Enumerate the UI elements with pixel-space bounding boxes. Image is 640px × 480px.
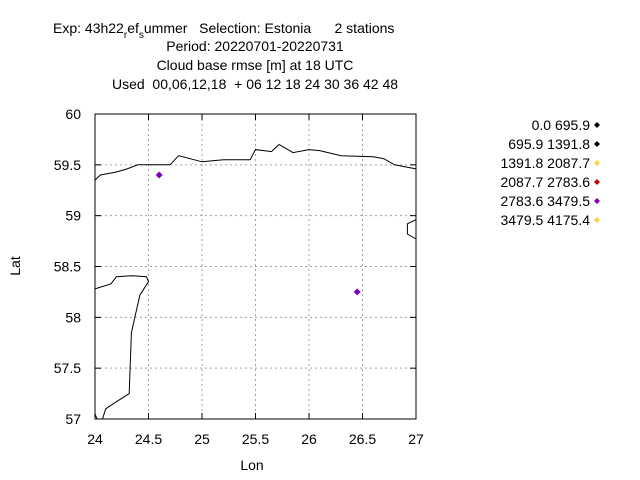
data-points (155, 171, 361, 296)
legend-marker (594, 160, 600, 166)
grid (95, 114, 416, 419)
y-tick-label: 57 (65, 411, 81, 427)
x-axis-ticks: 24 24.5 25 25.5 26 26.5 27 (87, 114, 424, 447)
y-tick-label: 58.5 (54, 259, 81, 275)
legend-marker (594, 141, 600, 147)
station-point (353, 288, 361, 296)
legend-label: 2783.6 3479.5 (500, 193, 590, 209)
legend-label: 3479.5 4175.4 (500, 212, 590, 228)
x-tick-label: 26 (301, 431, 317, 447)
legend-label: 2087.7 2783.6 (500, 174, 590, 190)
coastline (94, 143, 417, 420)
legend-label: 0.0 695.9 (532, 117, 591, 133)
title-line-4: Used 00,06,12,18 + 06 12 18 24 30 36 42 … (112, 76, 398, 92)
y-axis-ticks: 57 57.5 58 58.5 59 59.5 60 (54, 106, 416, 427)
title-line-1: Exp: 43h22refsummer Selection: Estonia 2… (53, 20, 394, 41)
x-tick-label: 25 (194, 431, 210, 447)
chart-title: Exp: 43h22refsummer Selection: Estonia 2… (53, 20, 398, 92)
legend-label: 695.9 1391.8 (508, 136, 590, 152)
legend-marker (594, 217, 600, 223)
legend-marker (594, 198, 600, 204)
title-line-3: Cloud base rmse [m] at 18 UTC (157, 57, 354, 73)
title-line-2: Period: 20220701-20220731 (166, 38, 344, 54)
legend-marker (594, 122, 600, 128)
y-tick-label: 59 (65, 208, 81, 224)
legend-label: 1391.8 2087.7 (500, 155, 590, 171)
y-tick-label: 57.5 (54, 360, 81, 376)
coastline-segment (94, 275, 150, 420)
x-tick-label: 27 (408, 431, 424, 447)
y-tick-label: 59.5 (54, 157, 81, 173)
y-tick-label: 58 (65, 309, 81, 325)
station-point (155, 171, 163, 179)
x-tick-label: 25.5 (242, 431, 269, 447)
x-tick-label: 24.5 (135, 431, 162, 447)
legend-marker (594, 179, 600, 185)
x-axis-label: Lon (240, 457, 263, 473)
x-tick-label: 26.5 (349, 431, 376, 447)
legend: 0.0 695.9 695.9 1391.8 1391.8 2087.7 2087.7… (500, 117, 600, 228)
y-tick-label: 60 (65, 106, 81, 122)
y-axis-label: Lat (7, 256, 23, 276)
coastline-segment (406, 219, 417, 240)
x-tick-label: 24 (87, 431, 103, 447)
coastline-segment (94, 143, 417, 181)
